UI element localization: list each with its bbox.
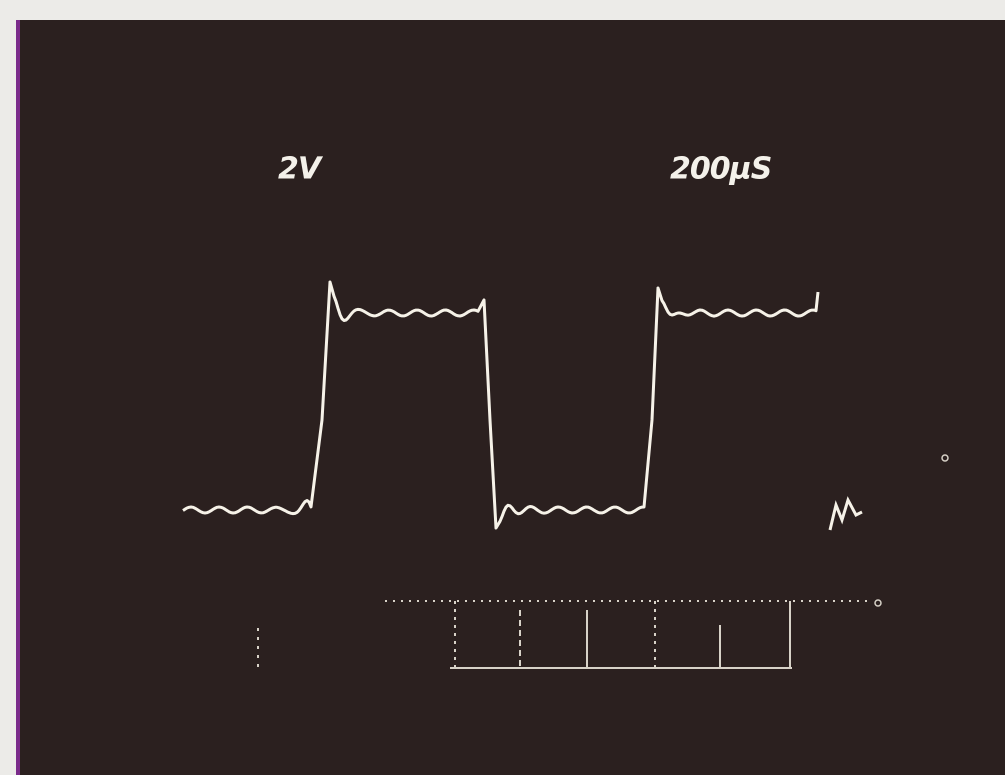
time-label: 200µS — [670, 152, 771, 187]
screen-edge — [16, 20, 20, 775]
scope-photo: 2V 200µS — [0, 0, 1005, 775]
page: 2V 200µS (() => { const data = JSON.pars… — [0, 0, 1005, 775]
volts-label: 2V — [278, 152, 324, 187]
screen — [18, 20, 1005, 775]
